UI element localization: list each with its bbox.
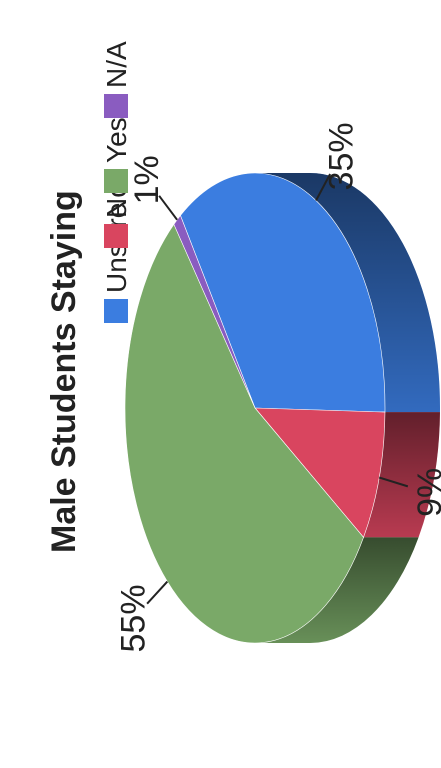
pie-slice-n-a bbox=[173, 214, 256, 409]
leader-line-no bbox=[378, 476, 409, 488]
leader-line-unsure bbox=[315, 173, 331, 201]
pie-slice-unsure bbox=[180, 172, 386, 413]
legend-swatch-n-a bbox=[104, 94, 128, 118]
pie-side-shade-no bbox=[363, 412, 440, 538]
legend-swatch-no bbox=[104, 224, 128, 248]
chart-title: Male Students Staying bbox=[45, 190, 83, 553]
legend-label-yes: Yes bbox=[101, 117, 132, 163]
data-label-n-a: 1% bbox=[128, 155, 166, 204]
legend-swatch-unsure bbox=[104, 299, 128, 323]
data-label-yes: 55% bbox=[114, 584, 152, 652]
data-labels: 35% 9% 55% 1% bbox=[114, 122, 441, 652]
leader-line-yes bbox=[146, 580, 169, 605]
pie-side-shade-yes bbox=[255, 537, 419, 643]
data-label-no: 9% bbox=[411, 468, 441, 517]
leader-lines bbox=[146, 173, 409, 605]
pie-slices bbox=[124, 172, 386, 644]
data-label-unsure: 35% bbox=[322, 122, 360, 190]
pie-side-shade-unsure bbox=[255, 173, 440, 413]
chart-legend: UnsureNoYesN/A bbox=[101, 41, 132, 323]
pie-slice-no bbox=[254, 407, 386, 538]
legend-label-n-a: N/A bbox=[101, 41, 132, 88]
leader-line-n-a bbox=[158, 195, 178, 221]
legend-swatch-yes bbox=[104, 169, 128, 193]
pie-3d-side bbox=[255, 173, 440, 643]
